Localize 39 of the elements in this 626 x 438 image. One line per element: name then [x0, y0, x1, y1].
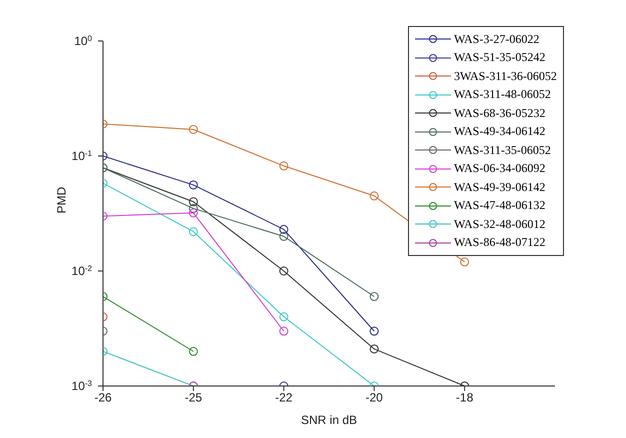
legend-label: WAS-47-48-06132: [454, 198, 546, 214]
x-tick-label: -26: [94, 390, 112, 405]
point: [370, 326, 379, 336]
y-axis-title: PMD: [54, 186, 68, 214]
point: [279, 161, 288, 170]
y-tick-label: 10$^{0}$: [74, 34, 93, 48]
point: [279, 326, 288, 336]
legend-label: WAS-49-39-06142: [454, 180, 546, 195]
legend-label: WAS-06-34-06092: [454, 161, 546, 176]
legend-label: WAS-68-36-05232: [454, 106, 546, 121]
x-axis-title: SNR in dB: [300, 413, 358, 427]
point: [188, 204, 198, 213]
x-tick-label: -22: [275, 390, 293, 405]
point: [188, 197, 198, 206]
point: [279, 224, 288, 234]
legend-label: WAS-311-35-06052: [454, 142, 551, 158]
y-tick-label: 10$^{-1}$: [72, 148, 93, 163]
legend-label: WAS-32-48-06012: [454, 216, 546, 232]
point: [188, 180, 198, 190]
point: [188, 208, 198, 218]
point: [279, 312, 288, 322]
x-tick-label: -25: [184, 390, 202, 405]
legend-label: WAS-3-27-06022: [454, 32, 540, 47]
legend-label: WAS-86-48-07122: [454, 235, 546, 250]
x-tick-label: -20: [366, 390, 384, 405]
point: [279, 266, 288, 276]
point: [370, 344, 379, 354]
y-tick-label: 10$^{-2}$: [72, 264, 93, 278]
x-tick-label: -18: [456, 390, 474, 405]
legend-label: 3WAS-311-36-06052: [454, 68, 557, 84]
point: [188, 227, 198, 236]
point: [279, 232, 288, 241]
y-tick-label: 10$^{-3}$: [72, 378, 93, 393]
point: [370, 191, 379, 200]
legend-label: WAS-51-35-05242: [454, 50, 546, 66]
point: [188, 125, 198, 134]
legend-label: WAS-49-34-06142: [454, 124, 546, 140]
point: [370, 292, 379, 302]
legend-label: WAS-311-48-06052: [454, 87, 551, 102]
